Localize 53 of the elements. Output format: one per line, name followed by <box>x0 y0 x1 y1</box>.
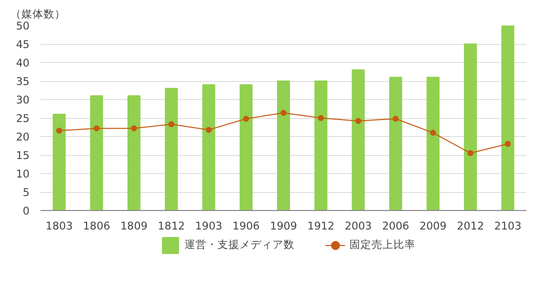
y-axis-title: （媒体数） <box>10 8 66 20</box>
y-tick-label: 25 <box>16 112 30 125</box>
x-tick-label: 2103 <box>494 220 522 232</box>
point <box>206 126 212 133</box>
y-tick-label: 45 <box>16 38 30 51</box>
x-tick-label: 2009 <box>419 220 447 232</box>
x-tick-label: 2003 <box>344 220 372 232</box>
point <box>130 125 137 132</box>
point <box>94 125 100 132</box>
legend-label: 運営・支援メディア数 <box>184 238 294 252</box>
x-tick-label: 1803 <box>46 220 73 232</box>
y-tick-label: 15 <box>16 149 30 162</box>
x-tick-label: 1906 <box>232 220 260 232</box>
bar <box>426 76 440 210</box>
x-tick-label: 1812 <box>158 220 185 232</box>
point <box>56 128 62 134</box>
x-tick-label: 2012 <box>456 220 484 232</box>
point <box>243 116 250 122</box>
bar <box>90 95 104 210</box>
bar <box>277 80 290 210</box>
y-tick-label: 20 <box>16 130 30 144</box>
y-tick-label: 5 <box>22 186 30 199</box>
point <box>467 150 474 156</box>
x-tick-label: 1809 <box>120 220 148 232</box>
point <box>280 110 286 116</box>
bar <box>52 114 66 210</box>
y-tick-label: 50 <box>16 20 30 32</box>
x-tick-label: 1806 <box>83 220 110 232</box>
bar <box>389 76 402 210</box>
bar <box>314 80 328 210</box>
y-tick-label: 40 <box>16 56 30 70</box>
y-tick-label: 30 <box>16 94 30 106</box>
point <box>504 140 511 147</box>
bar <box>240 84 253 210</box>
y-tick-label: 35 <box>16 75 30 88</box>
point <box>392 116 399 122</box>
bar <box>127 95 140 210</box>
bar <box>352 69 365 210</box>
y-tick-label: 0 <box>22 204 30 218</box>
point <box>430 130 436 136</box>
bar <box>202 84 216 210</box>
bar <box>464 44 477 210</box>
point <box>318 115 324 121</box>
legend-label: 固定売上比率 <box>350 238 416 252</box>
bar <box>501 26 514 210</box>
bar <box>164 88 178 210</box>
y-tick-label: 10 <box>16 168 30 180</box>
x-tick-label: 2006 <box>382 220 410 232</box>
x-tick-label: 1903 <box>195 220 222 232</box>
x-tick-label: 1912 <box>307 220 334 232</box>
x-tick-label: 1909 <box>270 220 298 232</box>
point <box>355 118 362 124</box>
point <box>168 121 174 128</box>
